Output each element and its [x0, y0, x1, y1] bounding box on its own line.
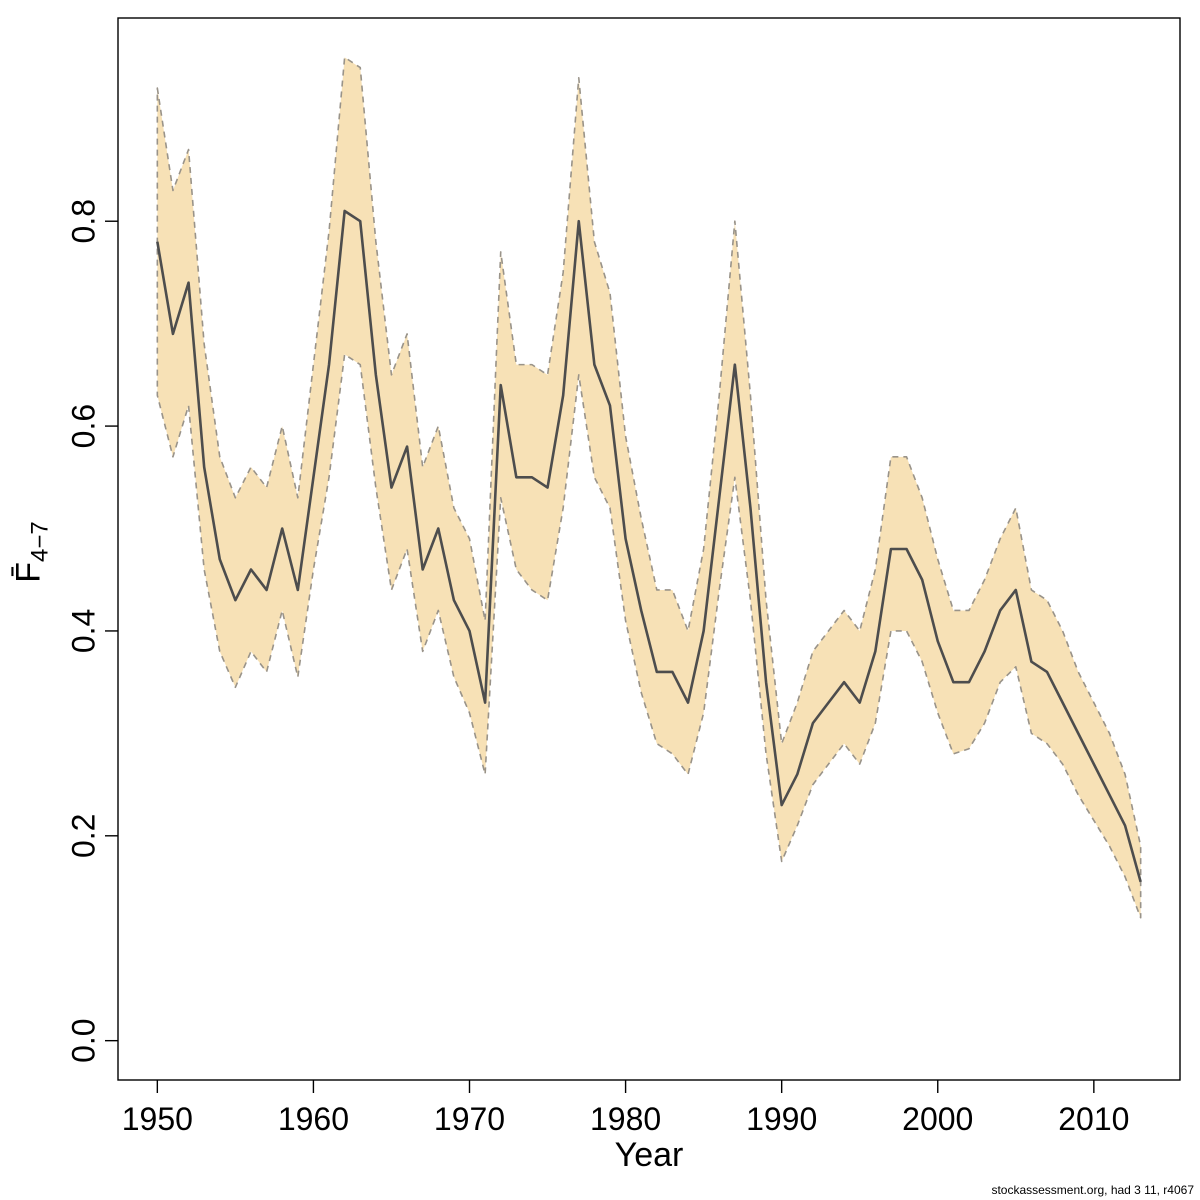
x-tick-label: 2010 — [1058, 1101, 1129, 1137]
x-tick-label: 2000 — [902, 1101, 973, 1137]
y-axis-label: F̄4−7 — [10, 521, 55, 583]
x-tick-label: 1950 — [122, 1101, 193, 1137]
confidence-band — [156, 56, 1142, 919]
y-axis-label-subscript: 4−7 — [26, 521, 54, 562]
x-tick-label: 1990 — [746, 1101, 817, 1137]
x-tick-label: 1980 — [590, 1101, 661, 1137]
y-tick-label: 0.2 — [65, 814, 101, 858]
plot-box — [117, 17, 1181, 1081]
y-tick-label: 0.0 — [65, 1018, 101, 1062]
x-axis-label: Year — [614, 1136, 684, 1174]
y-tick-label: 0.8 — [65, 199, 101, 243]
x-tick-label: 1960 — [278, 1101, 349, 1137]
watermark-text: stockassessment.org, had 3 11, r4067 — [991, 1183, 1194, 1197]
y-tick-label: 0.4 — [65, 609, 101, 653]
mean-line — [156, 209, 1142, 883]
y-tick-label: 0.6 — [65, 404, 101, 448]
y-axis-label-main: F̄ — [9, 561, 48, 583]
x-tick-label: 1970 — [434, 1101, 505, 1137]
